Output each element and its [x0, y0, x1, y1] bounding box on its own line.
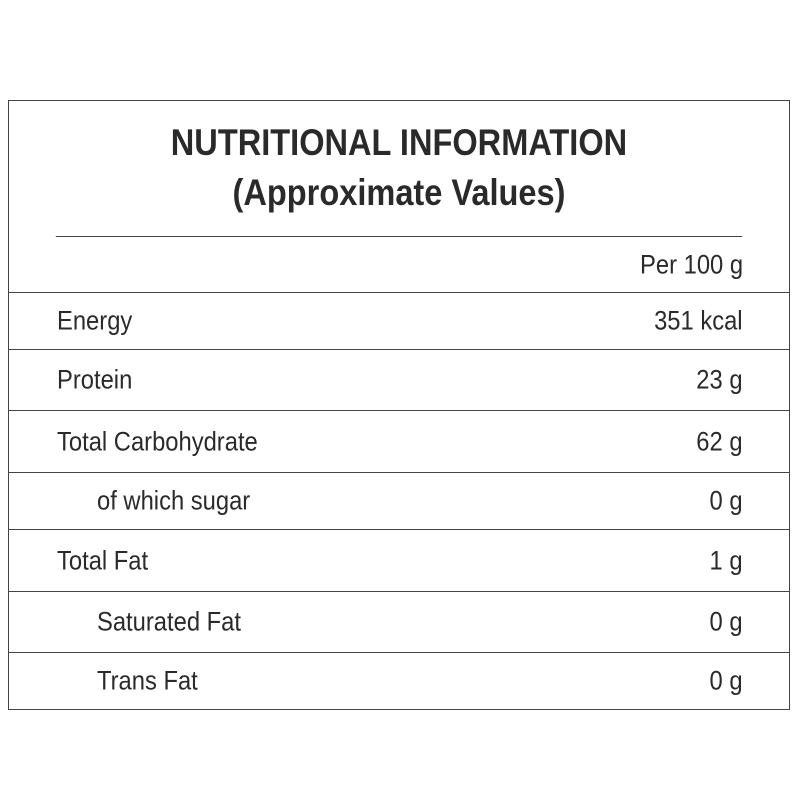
- nutrient-amount: 351 kcal: [654, 305, 743, 336]
- nutrient-row: Protein 23 g: [9, 350, 789, 411]
- nutrient-amount: 0 g: [709, 485, 743, 516]
- nutrient-amount: 62 g: [696, 426, 743, 456]
- nutrient-row: of which sugar 0 g: [9, 473, 789, 530]
- nutrient-amount: 23 g: [696, 364, 743, 395]
- rows: Energy 351 kcal Protein 23 g Total Carbohydr…: [9, 293, 789, 709]
- nutrient-row: Saturated Fat 0 g: [9, 592, 789, 653]
- nutrient-name: Total Carbohydrate: [57, 426, 258, 456]
- nutrient-name: Saturated Fat: [97, 606, 241, 637]
- subtitle: (Approximate Values): [232, 172, 566, 213]
- nutrient-row: Energy 351 kcal: [9, 293, 789, 350]
- nutrient-name: Protein: [57, 364, 133, 395]
- nutrient-name: Trans Fat: [97, 665, 198, 696]
- nutrient-amount: 0 g: [709, 606, 743, 637]
- column-header: Per 100 g: [639, 249, 743, 279]
- nutrient-name: Energy: [57, 305, 133, 336]
- nutrient-row: Trans Fat 0 g: [9, 653, 789, 709]
- nutrient-name: of which sugar: [97, 485, 251, 516]
- nutrient-name: Total Fat: [57, 545, 149, 575]
- nutrient-amount: 1 g: [709, 545, 743, 575]
- nutrient-row: Total Fat 1 g: [9, 530, 789, 592]
- nutrient-row: Total Carbohydrate 62 g: [9, 411, 789, 473]
- column-header-row: Per 100 g: [9, 237, 789, 293]
- nutrition-panel: NUTRITIONAL INFORMATION (Approximate Val…: [8, 100, 790, 710]
- panel-header: NUTRITIONAL INFORMATION (Approximate Val…: [55, 101, 743, 237]
- title: NUTRITIONAL INFORMATION: [170, 122, 628, 163]
- nutrient-amount: 0 g: [709, 665, 743, 696]
